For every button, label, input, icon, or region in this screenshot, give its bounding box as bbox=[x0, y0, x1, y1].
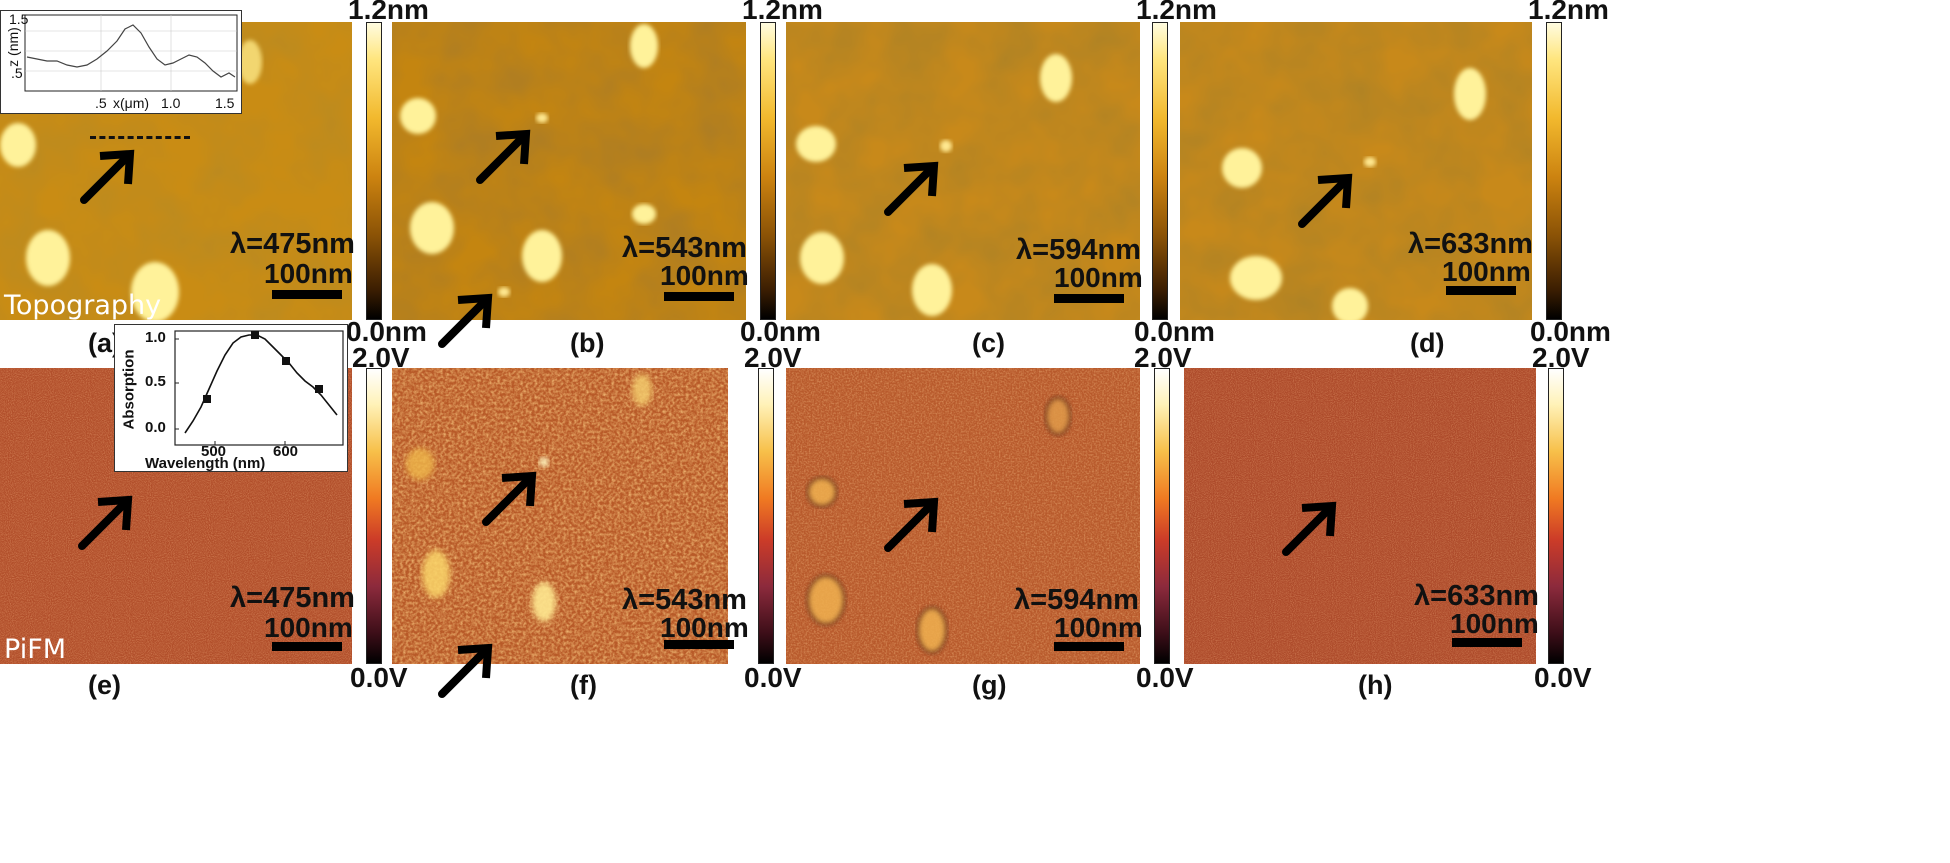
pifm-mode-label: PiFM bbox=[4, 634, 67, 665]
panel-label-c: (c) bbox=[972, 328, 1005, 358]
colorbar-max-label: 1.2nm bbox=[742, 0, 823, 25]
arrow-icon bbox=[438, 293, 493, 348]
wavelength-label-c: λ=594nm bbox=[1016, 234, 1141, 266]
panel-label-e: (e) bbox=[88, 670, 121, 700]
absorption-y-label: Absorption bbox=[120, 349, 138, 430]
scalebar-c bbox=[1054, 294, 1124, 303]
wavelength-label-e: λ=475nm bbox=[230, 582, 355, 614]
pifm-map-g bbox=[786, 368, 1140, 664]
colorbar-max-label: 2.0V bbox=[352, 342, 410, 373]
colorbar-max-label: 2.0V bbox=[744, 342, 802, 373]
colorbar-max-label: 1.2nm bbox=[348, 0, 429, 25]
arrow-icon bbox=[1282, 501, 1337, 556]
pifm-colorbar-4 bbox=[1548, 368, 1564, 664]
arrow-icon bbox=[80, 149, 135, 204]
wavelength-label-g: λ=594nm bbox=[1014, 584, 1139, 616]
topography-colorbar-3 bbox=[1152, 22, 1168, 320]
pifm-colorbar-2 bbox=[758, 368, 774, 664]
wavelength-label-h: λ=633nm bbox=[1414, 580, 1539, 612]
scalebar-h bbox=[1452, 638, 1522, 647]
pifm-colorbar-3 bbox=[1154, 368, 1170, 664]
arrow-icon bbox=[884, 497, 939, 552]
arrow-icon bbox=[438, 643, 493, 698]
pifm-panel-g bbox=[786, 368, 1140, 664]
colorbar-min-label: 0.0nm bbox=[740, 316, 821, 347]
absorption-x-tick: 600 bbox=[273, 443, 299, 460]
arrow-icon bbox=[482, 471, 537, 526]
scalebar-e bbox=[272, 642, 342, 651]
scalebar-label-e: 100nm bbox=[264, 612, 353, 643]
profile-y-label: z (nm) bbox=[4, 27, 21, 67]
colorbar-min-label: 0.0V bbox=[1534, 662, 1592, 693]
arrow-icon bbox=[476, 129, 531, 184]
scalebar-b bbox=[664, 292, 734, 301]
topography-colorbar-2 bbox=[760, 22, 776, 320]
panel-label-g: (g) bbox=[972, 670, 1007, 700]
profile-inset: z (nm) 1.5 .5 .5 x(μm) 1.0 1.5 bbox=[0, 10, 242, 114]
absorption-x-tick: 500 bbox=[201, 443, 227, 460]
arrow-icon bbox=[1298, 173, 1353, 228]
pifm-map-h bbox=[1184, 368, 1536, 664]
absorption-markers bbox=[203, 331, 323, 403]
pifm-panel-h bbox=[1184, 368, 1536, 664]
profile-x-tick: 1.0 bbox=[161, 95, 181, 111]
topography-map-c bbox=[786, 22, 1140, 320]
scalebar-d bbox=[1446, 286, 1516, 295]
colorbar-min-label: 0.0nm bbox=[1530, 316, 1611, 347]
colorbar-min-label: 0.0V bbox=[744, 662, 802, 693]
topography-map-b bbox=[392, 22, 746, 320]
profile-y-tick: .5 bbox=[11, 65, 23, 81]
wavelength-label-f: λ=543nm bbox=[622, 584, 747, 616]
colorbar-min-label: 0.0V bbox=[350, 662, 408, 693]
colorbar-max-label: 1.2nm bbox=[1528, 0, 1609, 25]
panel-label-b: (b) bbox=[570, 328, 605, 358]
scalebar-g bbox=[1054, 642, 1124, 651]
profile-dashed-line bbox=[90, 136, 190, 139]
pifm-map-f bbox=[392, 368, 728, 664]
pifm-colorbar-1 bbox=[366, 368, 382, 664]
profile-y-tick: 1.5 bbox=[9, 11, 29, 27]
absorption-y-tick: 0.5 bbox=[145, 373, 166, 390]
topography-map-d bbox=[1180, 22, 1532, 320]
absorption-plot bbox=[174, 330, 344, 446]
topography-colorbar-4 bbox=[1546, 22, 1562, 320]
panel-label-h: (h) bbox=[1358, 670, 1393, 700]
topography-panel-b bbox=[392, 22, 746, 320]
absorption-y-tick: 0.0 bbox=[145, 419, 166, 436]
panel-label-f: (f) bbox=[570, 670, 597, 700]
colorbar-max-label: 2.0V bbox=[1532, 342, 1590, 373]
colorbar-max-label: 1.2nm bbox=[1136, 0, 1217, 25]
scalebar-label-c: 100nm bbox=[1054, 262, 1143, 293]
wavelength-label-a: λ=475nm bbox=[230, 228, 355, 260]
scalebar-label-h: 100nm bbox=[1450, 608, 1539, 639]
absorption-x-label: Wavelength (nm) bbox=[145, 455, 266, 472]
colorbar-min-label: 0.0nm bbox=[1134, 316, 1215, 347]
profile-x-tick: 1.5 bbox=[215, 95, 235, 111]
topography-mode-label: Topography bbox=[4, 290, 162, 321]
scalebar-label-a: 100nm bbox=[264, 258, 353, 289]
topography-panel-d bbox=[1180, 22, 1532, 320]
scalebar-a bbox=[272, 290, 342, 299]
scalebar-label-g: 100nm bbox=[1054, 612, 1143, 643]
scalebar-label-f: 100nm bbox=[660, 612, 749, 643]
profile-x-tick: .5 bbox=[95, 95, 107, 111]
arrow-icon bbox=[78, 495, 133, 550]
wavelength-label-b: λ=543nm bbox=[622, 232, 747, 264]
absorption-y-tick: 1.0 bbox=[145, 329, 166, 346]
topography-colorbar-1 bbox=[366, 22, 382, 320]
topography-panel-c bbox=[786, 22, 1140, 320]
colorbar-min-label: 0.0nm bbox=[346, 316, 427, 347]
profile-plot bbox=[24, 14, 238, 92]
wavelength-label-d: λ=633nm bbox=[1408, 228, 1533, 260]
scalebar-label-d: 100nm bbox=[1442, 256, 1531, 287]
scalebar-label-b: 100nm bbox=[660, 260, 749, 291]
pifm-panel-f bbox=[392, 368, 728, 664]
panel-label-d: (d) bbox=[1410, 328, 1445, 358]
colorbar-max-label: 2.0V bbox=[1134, 342, 1192, 373]
profile-x-label: x(μm) bbox=[113, 95, 150, 111]
absorption-inset: Absorption 1.0 0.5 0.0 500 600 Wavelengt… bbox=[114, 324, 348, 472]
colorbar-min-label: 0.0V bbox=[1136, 662, 1194, 693]
scalebar-f bbox=[664, 640, 734, 649]
arrow-icon bbox=[884, 161, 939, 216]
